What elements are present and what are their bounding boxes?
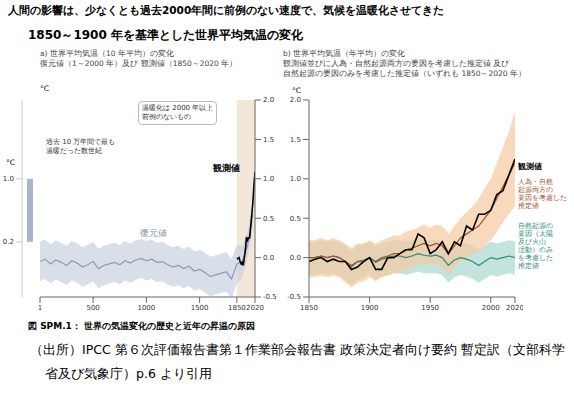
html-text:a) 世界平均気温（10 年平均）の変化: a) 世界平均気温（10 年平均）の変化 bbox=[40, 49, 174, 58]
svg-text:2.0: 2.0 bbox=[263, 96, 274, 104]
svg-text:1: 1 bbox=[38, 304, 42, 312]
html-text:起源両方の: 起源両方の bbox=[518, 186, 553, 194]
svg-text:0.5: 0.5 bbox=[263, 215, 274, 223]
html-text:°C: °C bbox=[6, 158, 15, 167]
html-text:活動）のみ: 活動）のみ bbox=[518, 246, 553, 254]
svg-text:1.0: 1.0 bbox=[263, 175, 274, 183]
svg-text:500: 500 bbox=[86, 304, 99, 312]
svg-text:1500: 1500 bbox=[191, 304, 209, 312]
svg-text:2020: 2020 bbox=[506, 304, 523, 312]
svg-text:0.2: 0.2 bbox=[8, 238, 14, 246]
html-text:自然起源の: 自然起源の bbox=[518, 222, 553, 230]
svg-text:1900: 1900 bbox=[361, 304, 379, 312]
html-text:前例のないもの: 前例のないもの bbox=[142, 113, 191, 121]
svg-text:2.0: 2.0 bbox=[290, 96, 301, 104]
html-text:過去 10 万年間で最も: 過去 10 万年間で最も bbox=[46, 138, 116, 146]
html-text:人間の影響は、少なくとも過去2000年間に前例のない速度で、: 人間の影響は、少なくとも過去2000年間に前例のない速度で、気候を温暖化させてき… bbox=[8, 4, 445, 16]
svg-text:1.5: 1.5 bbox=[290, 136, 301, 144]
html-text:図 SPM.1： 世界の気温変化の歴史と近年の昇温の原因: 図 SPM.1： 世界の気温変化の歴史と近年の昇温の原因 bbox=[28, 321, 255, 331]
html-text:観測値: 観測値 bbox=[213, 163, 240, 173]
html-text:推定値: 推定値 bbox=[518, 262, 539, 270]
html-text:復元値（1～2000 年）及び 観測値（1850～2020: 復元値（1～2000 年）及び 観測値（1850～2020 年） bbox=[40, 59, 238, 68]
html-text:温暖だった数世紀: 温暖だった数世紀 bbox=[46, 147, 102, 155]
html-text:自然起源の要因のみを考慮した推定値（いずれも 1850～20: 自然起源の要因のみを考慮した推定値（いずれも 1850～2020 年） bbox=[283, 69, 526, 78]
html-text:及び火山: 及び火山 bbox=[518, 238, 546, 246]
svg-text:1850: 1850 bbox=[228, 304, 246, 312]
html-text:復元値: 復元値 bbox=[140, 228, 167, 238]
html-text:°C: °C bbox=[40, 84, 49, 93]
svg-text:0.0: 0.0 bbox=[263, 254, 274, 262]
svg-text:-0.5: -0.5 bbox=[287, 293, 301, 301]
html-text:観測値並びに人為・自然起源両方の要因を考慮した推定値 及び: 観測値並びに人為・自然起源両方の要因を考慮した推定値 及び bbox=[283, 59, 510, 68]
svg-text:1.0: 1.0 bbox=[8, 175, 14, 183]
svg-text:2000: 2000 bbox=[482, 304, 500, 312]
svg-text:2020: 2020 bbox=[246, 304, 264, 312]
html-text:人為・自然: 人為・自然 bbox=[518, 178, 553, 186]
svg-text:1.5: 1.5 bbox=[263, 136, 274, 144]
html-text:（出所）IPCC 第６次評価報告書第１作業部会報告書 政策決: （出所）IPCC 第６次評価報告書第１作業部会報告書 政策決定者向け要約 暫定訳… bbox=[30, 342, 565, 381]
html-text:を考慮した: を考慮した bbox=[518, 254, 553, 262]
html-text:1850～1900 年を基準とした世界平均気温の変化: 1850～1900 年を基準とした世界平均気温の変化 bbox=[28, 28, 303, 42]
svg-text:0.0: 0.0 bbox=[290, 254, 301, 262]
html-text:b) 世界平均気温（年平均）の変化: b) 世界平均気温（年平均）の変化 bbox=[283, 49, 406, 58]
svg-text:1000: 1000 bbox=[137, 304, 155, 312]
svg-text:1850: 1850 bbox=[300, 304, 318, 312]
html-text:要因（太陽: 要因（太陽 bbox=[518, 230, 553, 238]
html-text:観測値: 観測値 bbox=[518, 162, 542, 171]
html-text:要因を考慮した: 要因を考慮した bbox=[518, 194, 567, 202]
svg-text:0.5: 0.5 bbox=[290, 215, 301, 223]
svg-text:1950: 1950 bbox=[421, 304, 439, 312]
html-text:推定値: 推定値 bbox=[518, 202, 539, 210]
html-text:°C: °C bbox=[292, 86, 301, 95]
html-text:温暖化は 2000 年以上: 温暖化は 2000 年以上 bbox=[142, 104, 214, 112]
svg-text:-0.5: -0.5 bbox=[263, 293, 277, 301]
svg-text:1.0: 1.0 bbox=[290, 175, 301, 183]
